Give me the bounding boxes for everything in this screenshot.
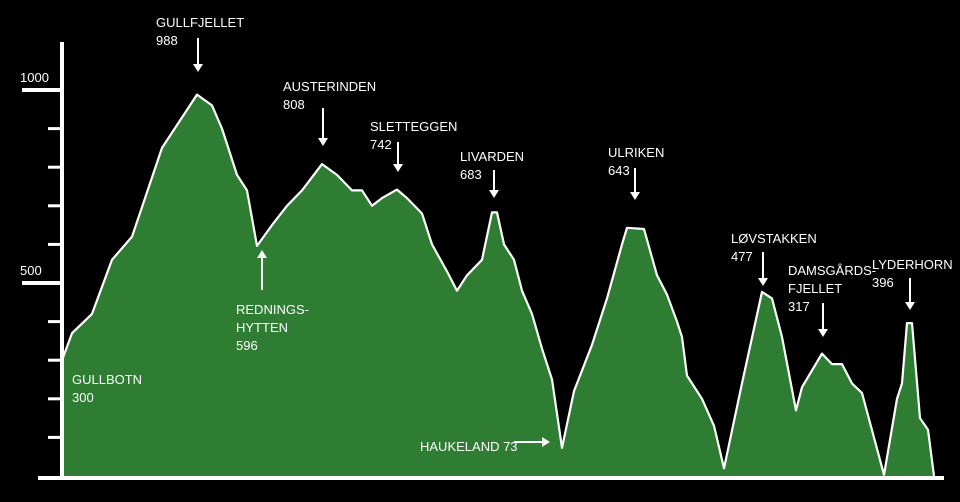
peak-name-gullfjellet: GULLFJELLET (156, 15, 244, 30)
peak-label-haukeland: HAUKELAND 73 (420, 439, 518, 454)
peak-austerinden-arrow-head (318, 138, 328, 146)
peak-name-lyderhorn: LYDERHORN (872, 257, 953, 272)
peak-haukeland-arrow-head (542, 437, 550, 447)
y-tick-label: 500 (20, 263, 42, 278)
elevation-line (60, 93, 936, 477)
peak-value-gullfjellet: 988 (156, 33, 178, 48)
peak-name-sletteggen: SLETTEGGEN (370, 119, 457, 134)
peak-value-ulriken: 643 (608, 163, 630, 178)
peak-rednings-hytten-arrow-head (257, 250, 267, 258)
peak-name-damsgårds-fjellet: DAMSGÅRDS- (788, 263, 876, 278)
peak-name-løvstakken: LØVSTAKKEN (731, 231, 817, 246)
peak-name-damsgårds-fjellet: FJELLET (788, 281, 842, 296)
peak-value-sletteggen: 742 (370, 137, 392, 152)
peak-name-gullbotn: GULLBOTN (72, 372, 142, 387)
y-tick-label: 1000 (20, 70, 49, 85)
labels-layer: GULLBOTN 300 GULLFJELLET 988 REDNINGS- HYTTEN… (72, 15, 953, 454)
peak-name-rednings-hytten: REDNINGS- (236, 302, 309, 317)
peak-value-austerinden: 808 (283, 97, 305, 112)
peak-name-livarden: LIVARDEN (460, 149, 524, 164)
peak-ulriken-arrow-head (630, 192, 640, 200)
peak-name-ulriken: ULRIKEN (608, 145, 664, 160)
peak-value-rednings-hytten: 596 (236, 338, 258, 353)
peak-livarden-arrow-head (489, 190, 499, 198)
peak-name-rednings-hytten: HYTTEN (236, 320, 288, 335)
peak-løvstakken-arrow-head (758, 278, 768, 286)
peak-value-gullbotn: 300 (72, 390, 94, 405)
elevation-area (62, 94, 934, 476)
peak-name-austerinden: AUSTERINDEN (283, 79, 376, 94)
peak-gullfjellet-arrow-head (193, 64, 203, 72)
area-layer (60, 93, 936, 477)
peak-value-løvstakken: 477 (731, 249, 753, 264)
axes-layer: 1000 500 (20, 42, 944, 480)
peak-lyderhorn-arrow-head (905, 302, 915, 310)
peak-value-damsgårds-fjellet: 317 (788, 299, 810, 314)
peak-value-livarden: 683 (460, 167, 482, 182)
peak-damsgårds-fjellet-arrow-head (818, 329, 828, 337)
peak-sletteggen-arrow-head (393, 164, 403, 172)
peak-value-lyderhorn: 396 (872, 275, 894, 290)
